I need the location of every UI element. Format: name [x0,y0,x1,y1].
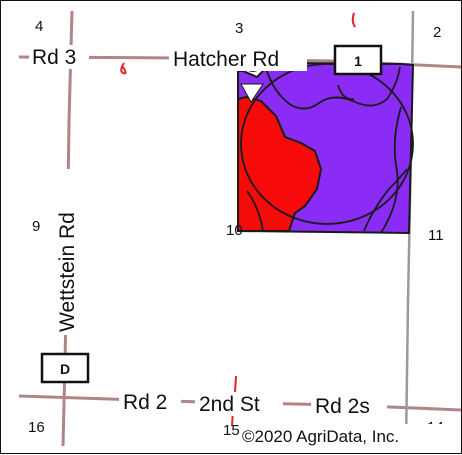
stream-bottom-1 [234,375,237,394]
soil-zone-red [237,95,323,232]
section-number-15: 15 [223,422,240,439]
stream-left [120,62,127,75]
field-polygon [237,61,415,235]
road-label-2nd-st: 2nd St [199,393,260,416]
section-number-4: 4 [35,18,43,35]
road-label-bg-hatcher [169,47,307,71]
road-label-wettstein: Wettstein Rd [56,212,79,332]
copyright-bg [239,424,459,448]
road-label-bg-rd2s [311,394,387,418]
road-label-rd3: Rd 3 [32,46,76,69]
road-labels: Rd 3 Hatcher Rd Wettstein Rd Rd 2 2nd St… [29,45,387,418]
stream-top [351,12,356,28]
section-number-16: 16 [28,419,45,436]
section-number-2: 2 [433,24,441,41]
section-number-9: 9 [32,218,40,235]
route-marker-left: D [40,352,90,384]
section-number-11: 11 [428,227,444,244]
soil-boundary-inner [337,84,355,101]
road-label-bg-rd2 [119,390,181,414]
road-label-bg-wettstein [53,169,79,335]
copyright-text: ©2020 AgriData, Inc. [242,427,399,446]
soil-boundary-circle [240,63,414,225]
soil-boundary-upper [264,64,401,110]
section-number-3: 3 [235,20,243,37]
road-label-bg-rd3 [29,45,89,69]
route-marker-top: 1 [333,44,383,76]
section-number-10: 10 [226,222,243,239]
field-corner-triangle [240,83,264,103]
soil-boundary-southeast [363,168,408,232]
route-marker-top-label: 1 [354,53,362,69]
route-marker-left-label: D [60,361,70,377]
road-label-rd2: Rd 2 [123,391,167,414]
streams [120,12,356,427]
soil-boundary-southwest [246,190,264,232]
soil-boundaries [240,63,414,234]
route-marker-left-box [40,352,90,384]
soil-boundary-east [380,106,402,234]
road-label-hatcher: Hatcher Rd [173,48,279,71]
road-label-bg-2nd-st [195,392,283,416]
route-marker-top-box [333,44,383,76]
road-label-rd2s: Rd 2s [315,395,370,418]
